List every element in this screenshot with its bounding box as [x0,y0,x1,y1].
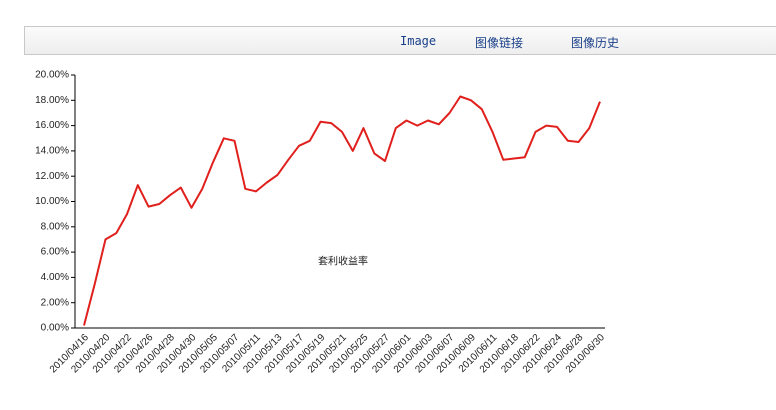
annotation: 套利收益率 [318,255,368,268]
y-tick-label: 8.00% [41,221,69,232]
y-tick-label: 18.00% [35,95,69,106]
tab[interactable]: 图像链接 [475,36,524,50]
tab[interactable]: 图像历史 [571,36,620,50]
y-tick-label: 16.00% [35,120,69,131]
y-tick-label: 4.00% [41,272,69,283]
y-tick-label: 10.00% [35,196,69,207]
y-tick-label: 2.00% [41,297,69,308]
y-tick-label: 6.00% [41,247,69,258]
y-tick-label: 0.00% [41,323,69,334]
y-tick-label: 14.00% [35,146,69,157]
line [83,95,601,326]
toolbar: Image 图像链接 图像历史 [24,26,776,55]
y-tick-label: 20.00% [35,70,69,81]
y-tick-label: 12.00% [35,171,69,182]
tab[interactable]: Image [400,34,437,48]
